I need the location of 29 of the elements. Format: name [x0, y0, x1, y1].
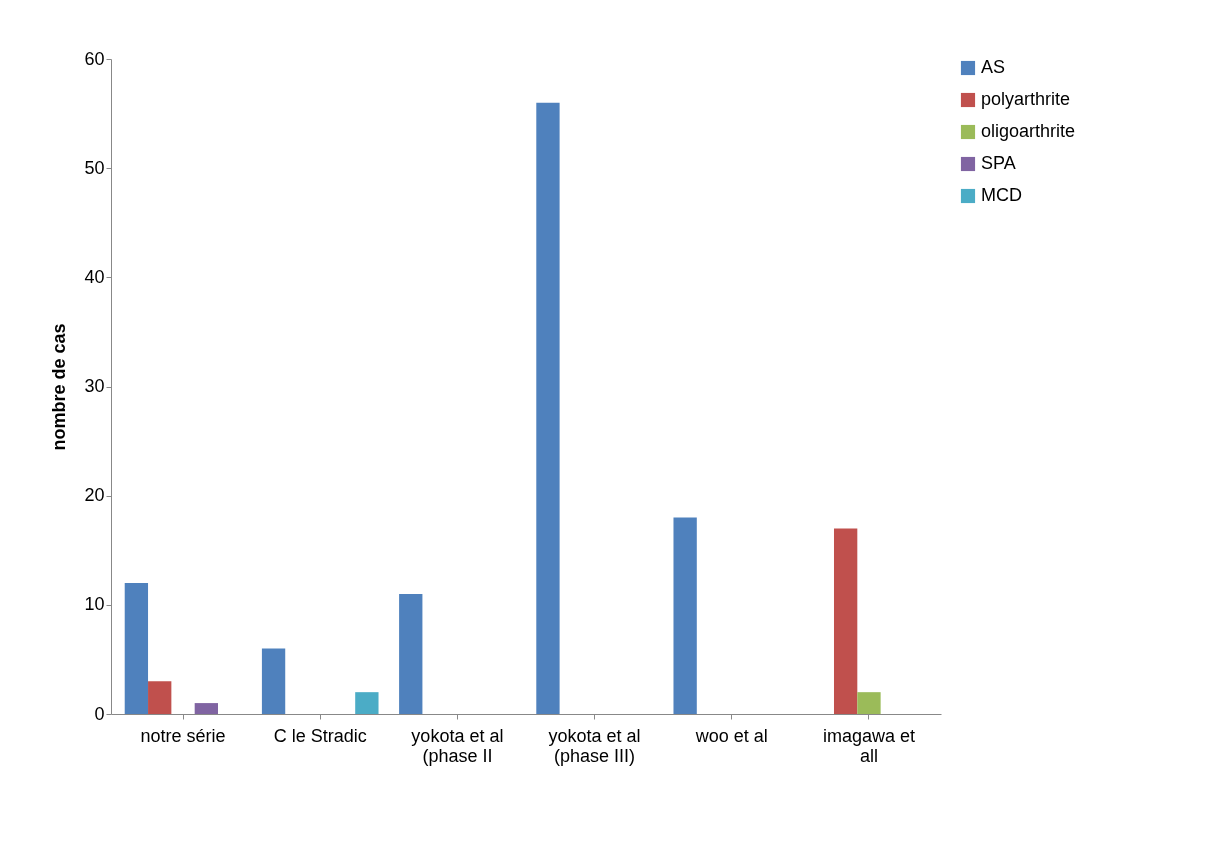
- bar: [833, 528, 858, 714]
- legend-label: AS: [981, 57, 1006, 77]
- bar: [355, 692, 379, 714]
- legend-label: SPA: [981, 153, 1016, 173]
- y-tick-label: 10: [84, 594, 105, 615]
- bar: [261, 648, 286, 714]
- y-tick-label: 60: [84, 48, 105, 69]
- bar: [194, 703, 219, 714]
- x-tick-label: C le Stradic: [273, 725, 367, 746]
- y-tick-label: 0: [94, 703, 105, 724]
- bar: [857, 692, 881, 714]
- y-tick-label: 30: [84, 376, 105, 396]
- x-tick-label: woo et al: [694, 725, 768, 746]
- bar: [536, 102, 560, 714]
- bar: [148, 681, 172, 714]
- legend-label: MCD: [981, 185, 1022, 205]
- x-tick-label: imagawa et all: [822, 725, 916, 766]
- y-tick-label: 50: [84, 157, 105, 178]
- x-tick-label: yokota et al (phase III): [548, 725, 641, 766]
- x-tick-label: yokota et al (phase II: [411, 725, 504, 766]
- bar: [124, 583, 149, 714]
- y-tick-label: 40: [84, 266, 105, 287]
- bar: [399, 593, 423, 714]
- y-tick-label: 20: [84, 485, 105, 506]
- legend-label: polyarthrite: [981, 89, 1071, 109]
- x-tick-label: notre série: [140, 725, 226, 746]
- legend-label: oligoarthrite: [981, 121, 1076, 141]
- bar: [673, 517, 697, 714]
- y-axis-title: nombre de cas: [49, 323, 70, 451]
